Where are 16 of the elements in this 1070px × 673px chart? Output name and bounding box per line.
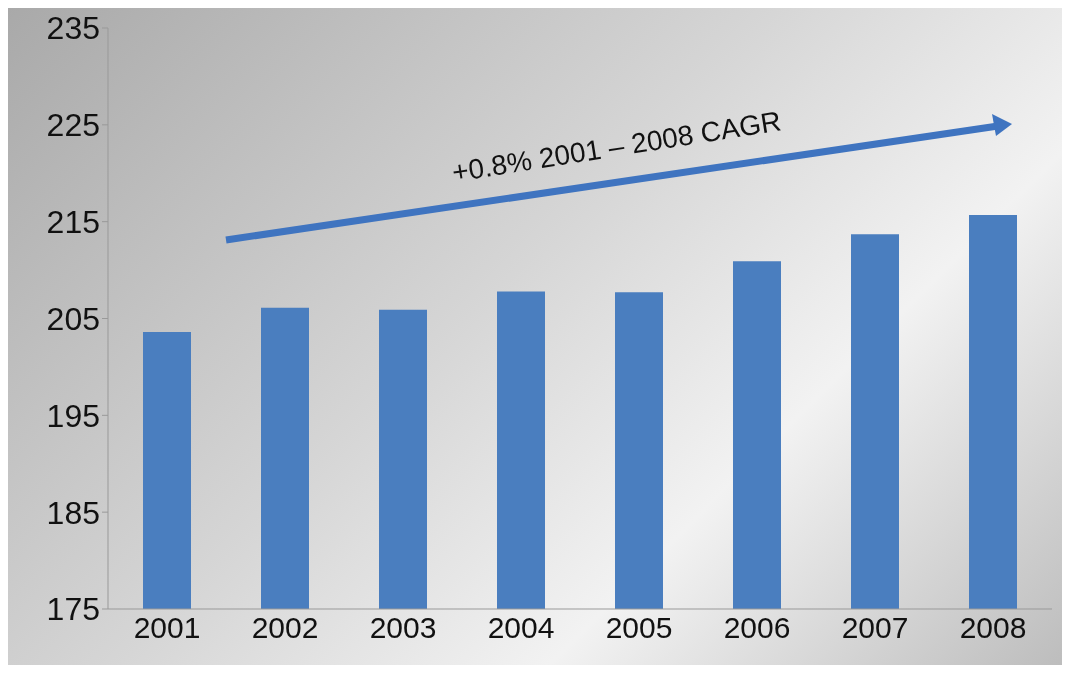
y-tick-label: 235 <box>46 10 100 47</box>
x-tick-label: 2005 <box>605 611 673 645</box>
y-tick-label: 225 <box>46 107 100 144</box>
x-tick-label: 2004 <box>487 611 555 645</box>
x-tick-label: 2002 <box>251 611 319 645</box>
x-tick-label: 2006 <box>723 611 791 645</box>
x-tick-label: 2001 <box>133 611 201 645</box>
x-tick-label: 2003 <box>369 611 437 645</box>
y-tick-label: 215 <box>46 204 100 241</box>
y-tick-label: 175 <box>46 591 100 628</box>
y-tick-label: 185 <box>46 494 100 531</box>
y-tick-label: 195 <box>46 397 100 434</box>
x-tick-label: 2007 <box>841 611 909 645</box>
y-tick-label: 205 <box>46 300 100 337</box>
x-tick-label: 2008 <box>959 611 1027 645</box>
annotation: +0.8% 2001 – 2008 CAGR <box>449 105 784 188</box>
